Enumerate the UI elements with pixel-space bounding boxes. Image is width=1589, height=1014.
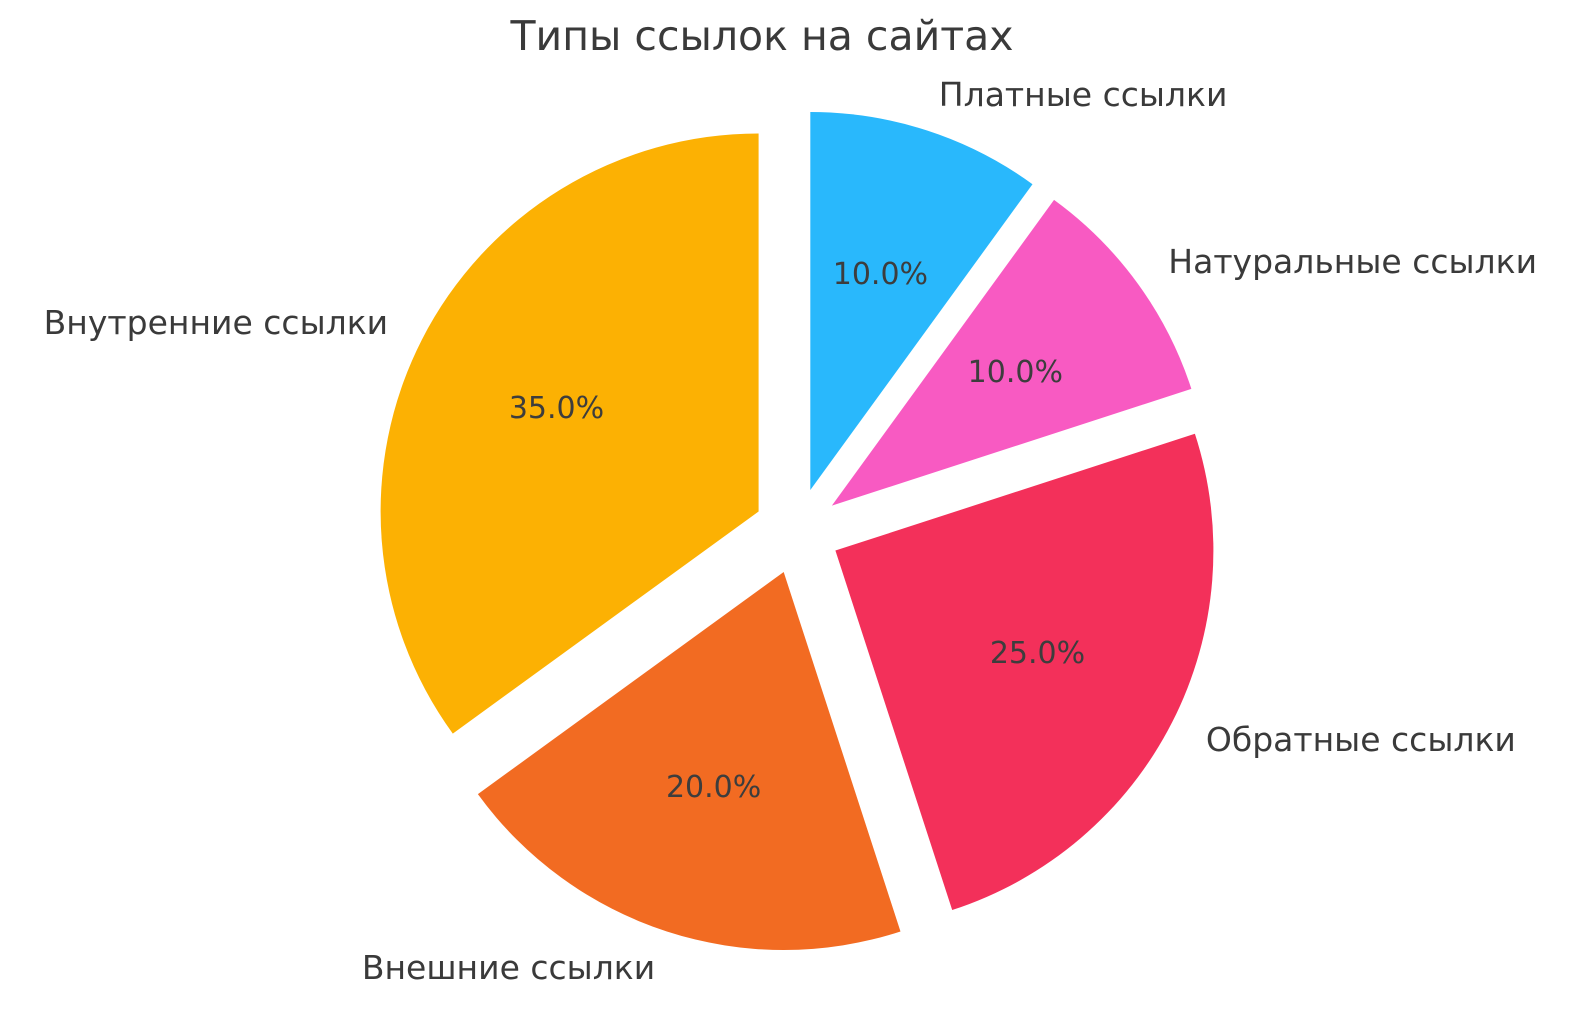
slice-label-1: Натуральные ссылки <box>1168 242 1537 281</box>
pie-slice-0 <box>810 112 1033 491</box>
pct-label-1: 10.0% <box>968 355 1063 390</box>
chart-title: Типы ссылок на сайтах <box>510 12 1014 60</box>
pie-slice-2 <box>835 433 1214 911</box>
pct-label-3: 20.0% <box>666 770 761 805</box>
slice-label-3: Внешние ссылки <box>362 948 655 987</box>
pct-label-2: 25.0% <box>990 636 1085 671</box>
pie-slice-1 <box>831 199 1192 506</box>
slice-label-0: Платные ссылки <box>939 75 1228 114</box>
pie-slice-3 <box>477 571 901 950</box>
pct-label-4: 35.0% <box>509 391 604 426</box>
pct-label-0: 10.0% <box>833 257 928 292</box>
pie-slice-4 <box>380 133 759 734</box>
pie-wedges: 10.0% Платные ссылки 10.0% Натуральные ссыл… <box>44 75 1537 987</box>
slice-label-4: Внутренние ссылки <box>44 303 388 342</box>
slice-label-2: Обратные ссылки <box>1206 720 1516 759</box>
